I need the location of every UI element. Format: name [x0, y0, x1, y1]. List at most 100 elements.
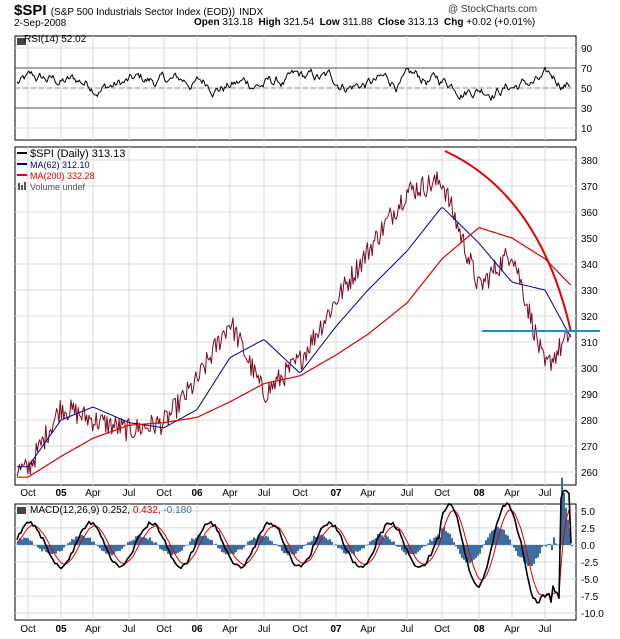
macd-histogram-bar — [499, 528, 501, 545]
macd-histogram-bar — [391, 541, 393, 545]
price-legend-item: MA(200) 332.28 — [30, 171, 95, 181]
macd-histogram-bar — [137, 535, 139, 545]
macd-histogram-bar — [405, 544, 407, 555]
x-axis-label: Jul — [258, 488, 271, 499]
macd-histogram-bar — [349, 544, 351, 552]
macd-histogram-bar — [277, 544, 279, 546]
macd-histogram-bar — [415, 544, 417, 554]
macd-histogram-bar — [85, 538, 87, 545]
macd-histogram-bar — [197, 535, 199, 545]
macd-histogram-bar — [203, 536, 205, 545]
macd-histogram-bar — [109, 544, 111, 555]
macd-histogram-bar — [27, 538, 29, 545]
macd-histogram-bar — [145, 538, 147, 545]
price-line — [16, 171, 571, 477]
macd-histogram-bar — [155, 542, 157, 545]
macd-histogram-bar — [337, 544, 339, 549]
x-axis-label: Jul — [401, 624, 414, 635]
macd-histogram-bar — [491, 530, 493, 545]
x-axis-label: Oct — [20, 488, 36, 499]
macd-histogram-bar — [531, 544, 533, 566]
macd-histogram-bar — [509, 539, 511, 545]
macd-histogram-bar — [107, 544, 109, 554]
high-label: High — [258, 17, 281, 28]
x-axis-label: Jul — [123, 488, 136, 499]
macd-histogram-bar — [443, 527, 445, 545]
macd-histogram-bar — [395, 544, 397, 546]
macd-histogram-bar — [45, 544, 47, 552]
macd-legend-marker — [17, 507, 26, 514]
x-axis-label: Oct — [292, 624, 308, 635]
x-axis-label: Oct — [292, 488, 308, 499]
macd-histogram-bar — [383, 538, 385, 545]
low-value: 311.88 — [342, 17, 373, 28]
macd-histogram-bar — [29, 540, 31, 545]
macd-histogram-bar — [365, 544, 367, 546]
macd-histogram-bar — [287, 544, 289, 556]
macd-histogram-bar — [75, 536, 77, 545]
macd-histogram-bar — [413, 544, 415, 555]
macd-histogram-bar — [39, 544, 41, 549]
x-axis-label: 06 — [191, 488, 203, 499]
macd-histogram-bar — [165, 544, 167, 551]
macd-histogram-bar — [175, 544, 177, 554]
low-label: Low — [319, 17, 340, 28]
price-legend-item: $SPI (Daily) 313.13 — [30, 148, 125, 160]
macd-histogram-bar — [461, 544, 463, 558]
x-axis-label: Apr — [504, 488, 520, 499]
macd-histogram-bar — [355, 544, 357, 552]
macd-histogram-bar — [217, 544, 219, 549]
x-axis-label: Oct — [20, 624, 36, 635]
macd-histogram-bar — [69, 542, 71, 545]
macd-histogram-bar — [79, 536, 81, 545]
legend-marker-bars — [24, 182, 26, 190]
macd-histogram-bar — [389, 539, 391, 545]
macd-histogram-bar — [215, 543, 217, 545]
chg-value: +0.02 (+0.01%) — [466, 17, 536, 28]
macd-line — [16, 489, 572, 604]
price-tick-label: 370 — [581, 182, 598, 193]
macd-histogram-bar — [187, 544, 189, 546]
macd-histogram-bar — [141, 537, 143, 545]
x-axis-label: Oct — [156, 624, 172, 635]
x-axis-label: Oct — [434, 488, 450, 499]
macd-histogram-bar — [387, 536, 389, 545]
high-value: 321.54 — [283, 17, 315, 28]
macd-histogram-bar — [159, 544, 161, 549]
macd-histogram-bar — [233, 544, 235, 554]
macd-histogram-bar — [465, 544, 467, 563]
macd-histogram-bar — [571, 544, 573, 547]
macd-histogram-bar — [163, 544, 165, 551]
macd-histogram-bar — [251, 539, 253, 545]
macd-histogram-bar — [455, 544, 457, 547]
macd-tick-label: 2.5 — [581, 524, 595, 535]
close-label: Close — [377, 17, 406, 28]
macd-histogram-bar — [385, 535, 387, 545]
macd-histogram-bar — [397, 544, 399, 547]
macd-label-prefix: MACD(12,26,9) 0.252, — [30, 505, 133, 516]
macd-histogram-bar — [347, 544, 349, 554]
macd-label: MACD(12,26,9) 0.252, 0.432, -0.180 — [30, 505, 192, 516]
macd-histogram-bar — [557, 544, 559, 546]
macd-histogram-bar — [151, 541, 153, 545]
rsi-label: RSI(14) 52.02 — [24, 34, 87, 45]
macd-histogram-bar — [377, 533, 379, 545]
macd-histogram-bar — [259, 534, 261, 545]
macd-histogram-bar — [425, 544, 427, 547]
macd-histogram-bar — [361, 544, 363, 549]
macd-histogram-bar — [57, 544, 59, 552]
macd-histogram-bar — [173, 544, 175, 554]
macd-histogram-bar — [363, 544, 365, 549]
macd-histogram-bar — [303, 544, 305, 547]
macd-histogram-bar — [313, 535, 315, 545]
macd-histogram-bar — [319, 535, 321, 545]
macd-histogram-bar — [515, 544, 517, 552]
macd-histogram-bar — [539, 544, 541, 554]
macd-histogram-bar — [317, 536, 319, 545]
macd-histogram-bar — [295, 544, 297, 554]
macd-histogram-bar — [103, 544, 105, 552]
macd-histogram-bar — [211, 540, 213, 545]
price-tick-label: 340 — [581, 260, 598, 271]
x-axis-label: Apr — [360, 624, 376, 635]
